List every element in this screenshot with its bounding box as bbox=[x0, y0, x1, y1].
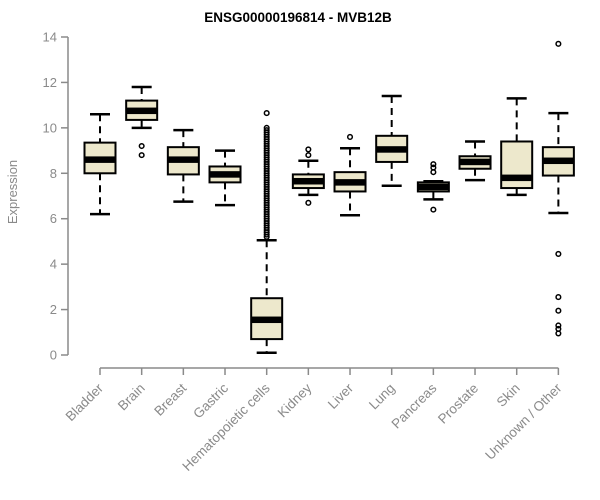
median-line bbox=[459, 158, 491, 166]
chart-title: ENSG00000196814 - MVB12B bbox=[204, 10, 392, 25]
outlier-point bbox=[263, 124, 270, 131]
y-tick-label: 6 bbox=[50, 211, 57, 226]
outlier-point bbox=[305, 152, 312, 159]
median-line bbox=[167, 156, 199, 163]
median-line bbox=[334, 179, 366, 186]
outlier-point bbox=[305, 146, 312, 153]
boxplot-lung bbox=[375, 94, 409, 188]
median-line bbox=[501, 174, 533, 182]
boxplot-gastric bbox=[208, 149, 242, 207]
outlier-point bbox=[555, 40, 562, 47]
boxplot-prostate bbox=[458, 140, 492, 182]
x-category-label: Liver bbox=[325, 380, 357, 412]
plot-area: 0 2 4 6 8 10 12 14 Bladder Brain Breast GastricHema… bbox=[43, 30, 575, 474]
x-category-label: Kidney bbox=[275, 380, 315, 420]
x-category-label: Breast bbox=[151, 380, 189, 418]
y-tick-label: 0 bbox=[50, 348, 57, 363]
y-tick-label: 14 bbox=[43, 30, 57, 45]
outlier-point bbox=[430, 161, 437, 168]
y-axis-label: Expression bbox=[5, 160, 20, 224]
y-tick-label: 8 bbox=[50, 166, 57, 181]
boxplot-hematopoietic-cells bbox=[250, 110, 284, 354]
x-category-label: Lung bbox=[366, 381, 398, 413]
outlier-point bbox=[263, 127, 270, 134]
boxplot-liver bbox=[333, 133, 367, 217]
outlier-point bbox=[555, 307, 562, 314]
median-line bbox=[292, 177, 324, 185]
boxplot-brain bbox=[125, 85, 159, 159]
y-tick-label: 10 bbox=[43, 120, 57, 135]
x-category-label: Gastric bbox=[190, 380, 231, 421]
boxplot-skin bbox=[500, 97, 534, 197]
y-tick-label: 2 bbox=[50, 302, 57, 317]
y-tick-label: 12 bbox=[43, 75, 57, 90]
median-line bbox=[84, 156, 116, 163]
boxplot-pancreas bbox=[416, 161, 450, 213]
outlier-point bbox=[555, 294, 562, 301]
y-tick-label: 4 bbox=[50, 257, 57, 272]
outlier-point bbox=[138, 152, 145, 159]
boxplot-breast bbox=[166, 128, 200, 203]
outlier-point bbox=[346, 133, 354, 140]
outlier-point bbox=[430, 169, 437, 176]
median-line bbox=[209, 171, 241, 178]
median-line bbox=[126, 107, 158, 115]
x-category-label: Bladder bbox=[63, 380, 107, 424]
outlier-point bbox=[138, 142, 145, 150]
x-category-label: Prostate bbox=[435, 381, 481, 427]
outlier-point bbox=[555, 322, 562, 329]
median-line bbox=[542, 157, 574, 165]
boxplot-kidney bbox=[291, 146, 325, 206]
boxplot-unknown-other bbox=[541, 40, 575, 337]
outlier-point bbox=[555, 330, 562, 337]
x-category-label: Unknown / Other bbox=[482, 380, 565, 463]
outlier-point bbox=[555, 250, 562, 257]
median-line bbox=[376, 146, 408, 153]
outlier-point bbox=[263, 110, 270, 117]
y-axis: 0 2 4 6 8 10 12 14 bbox=[43, 30, 69, 363]
x-category-label: Pancreas bbox=[389, 380, 440, 431]
median-line bbox=[417, 183, 449, 191]
outlier-point bbox=[430, 206, 437, 213]
x-category-label: Skin bbox=[494, 381, 523, 410]
median-line bbox=[251, 316, 283, 324]
outlier-point bbox=[305, 199, 312, 206]
boxplot-bladder bbox=[83, 112, 117, 216]
x-category-label: Brain bbox=[115, 381, 148, 414]
